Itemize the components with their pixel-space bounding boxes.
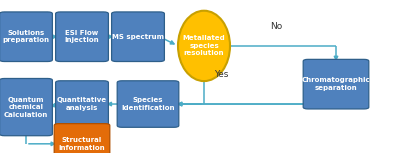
Ellipse shape <box>178 11 230 81</box>
Text: Quantitative
analysis: Quantitative analysis <box>57 97 107 111</box>
Text: ESI Flow
Injection: ESI Flow Injection <box>65 30 99 43</box>
Text: Species
Identification: Species Identification <box>121 97 175 111</box>
FancyBboxPatch shape <box>303 59 369 109</box>
FancyBboxPatch shape <box>0 78 52 136</box>
Text: Chromatographic
separation: Chromatographic separation <box>302 77 370 91</box>
Text: Structural
information: Structural information <box>59 137 105 151</box>
Text: Yes: Yes <box>214 70 228 79</box>
Text: MS spectrum: MS spectrum <box>112 34 164 40</box>
Text: No: No <box>270 22 282 31</box>
FancyBboxPatch shape <box>56 12 108 62</box>
Text: Quantum
chemical
Calculation: Quantum chemical Calculation <box>4 97 48 118</box>
FancyBboxPatch shape <box>112 12 164 62</box>
FancyBboxPatch shape <box>117 81 179 127</box>
FancyBboxPatch shape <box>0 12 52 62</box>
Text: Metallated
species
resolution: Metallated species resolution <box>183 35 225 56</box>
Text: Solutions
preparation: Solutions preparation <box>2 30 50 43</box>
FancyBboxPatch shape <box>54 124 110 153</box>
FancyBboxPatch shape <box>56 81 108 127</box>
